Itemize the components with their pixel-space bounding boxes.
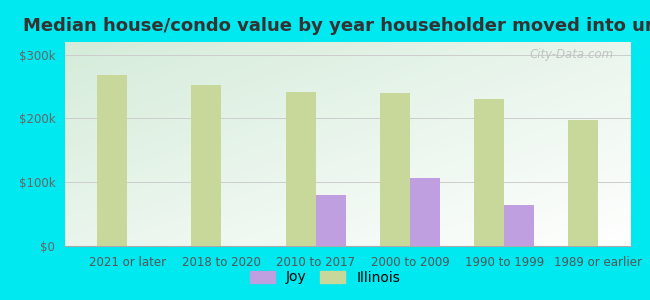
Bar	[316, 195, 346, 246]
Bar	[285, 92, 316, 246]
Bar	[568, 120, 599, 246]
Bar	[191, 85, 222, 246]
Bar	[380, 93, 410, 246]
Legend: Joy, Illinois: Joy, Illinois	[244, 265, 406, 290]
Bar	[97, 75, 127, 246]
Bar	[474, 99, 504, 246]
Bar	[504, 205, 534, 246]
Text: City-Data.com: City-Data.com	[529, 48, 614, 61]
Title: Median house/condo value by year householder moved into unit: Median house/condo value by year househo…	[23, 17, 650, 35]
Bar	[410, 178, 440, 246]
